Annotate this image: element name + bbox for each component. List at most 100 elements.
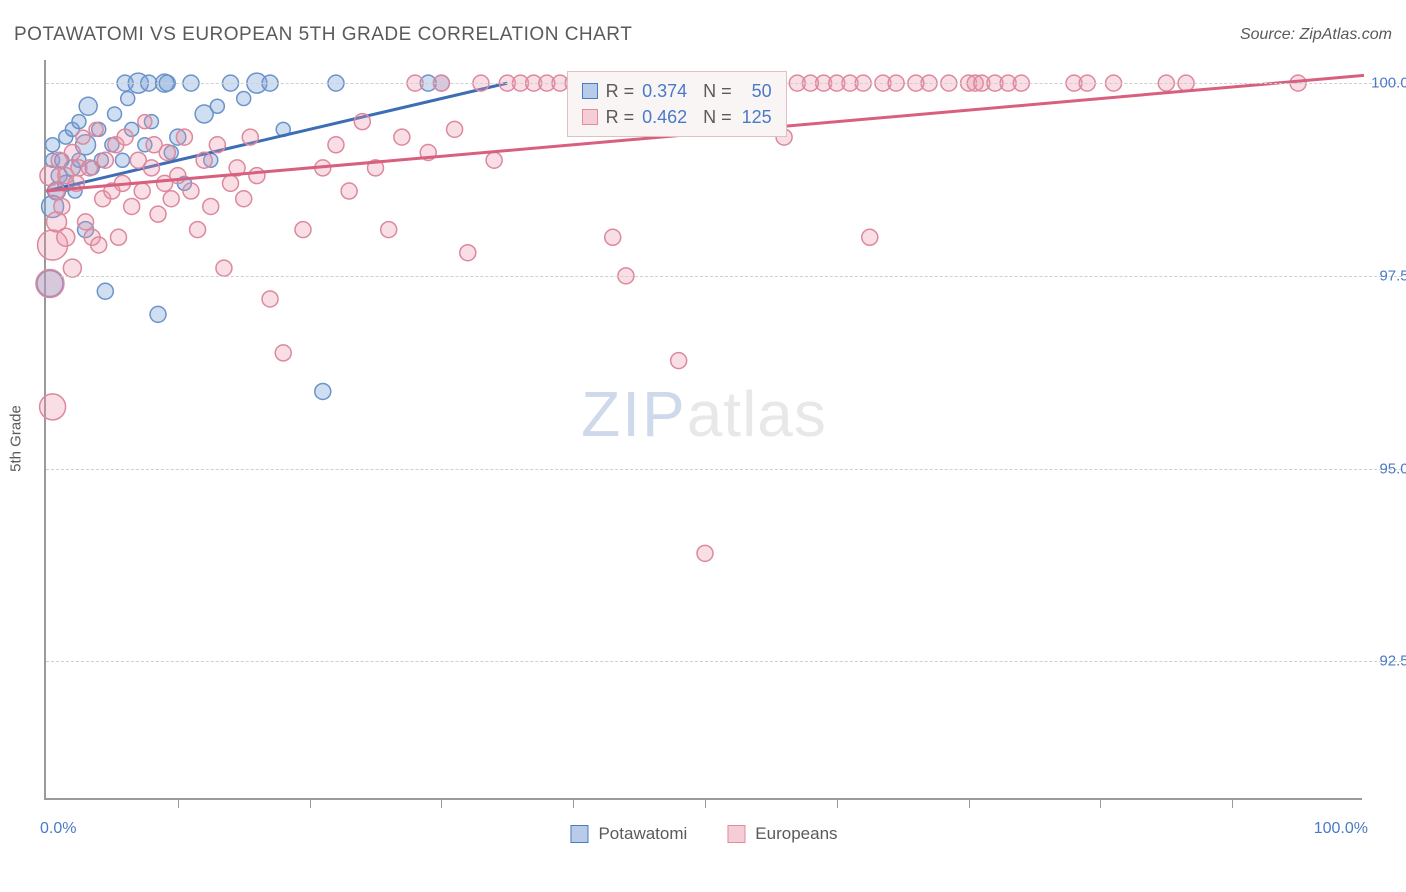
x-tick (310, 798, 311, 808)
scatter-point (697, 545, 713, 561)
scatter-point (341, 183, 357, 199)
scatter-point (394, 129, 410, 145)
x-min-label: 0.0% (40, 820, 76, 838)
scatter-point (76, 130, 90, 144)
chart-title: POTAWATOMI VS EUROPEAN 5TH GRADE CORRELA… (14, 24, 632, 46)
scatter-point (159, 145, 175, 161)
stat-r-value: 0.462 (642, 107, 687, 128)
scatter-point (124, 198, 140, 214)
correlation-statbox: R = 0.374 N = 50 R = 0.462 N = 125 (567, 71, 787, 137)
scatter-svg (46, 60, 1362, 798)
scatter-point (671, 353, 687, 369)
scatter-point (108, 107, 122, 121)
scatter-point (150, 306, 166, 322)
x-tick (705, 798, 706, 808)
stat-r-label: R = (606, 107, 635, 128)
source-attribution: Source: ZipAtlas.com (1240, 26, 1392, 44)
x-max-label: 100.0% (1314, 820, 1368, 838)
x-tick (1100, 798, 1101, 808)
gridline (46, 661, 1402, 662)
scatter-point (328, 137, 344, 153)
scatter-point (97, 152, 113, 168)
y-tick-label: 100.0% (1367, 75, 1406, 92)
scatter-point (115, 153, 129, 167)
x-tick (441, 798, 442, 808)
scatter-point (862, 229, 878, 245)
scatter-point (78, 214, 94, 230)
gridline (46, 469, 1402, 470)
scatter-point (134, 183, 150, 199)
header-bar: POTAWATOMI VS EUROPEAN 5TH GRADE CORRELA… (14, 20, 1392, 50)
scatter-point (249, 168, 265, 184)
statbox-swatch (582, 83, 598, 99)
scatter-point (89, 122, 103, 136)
scatter-point (223, 175, 239, 191)
stat-n-label: N = (703, 107, 732, 128)
scatter-point (210, 99, 224, 113)
scatter-point (163, 191, 179, 207)
scatter-point (63, 259, 81, 277)
scatter-point (57, 228, 75, 246)
x-tick (573, 798, 574, 808)
scatter-point (236, 191, 252, 207)
scatter-point (242, 129, 258, 145)
scatter-point (40, 394, 66, 420)
x-tick (178, 798, 179, 808)
scatter-point (150, 206, 166, 222)
scatter-point (196, 152, 212, 168)
statbox-swatch (582, 109, 598, 125)
scatter-point (262, 291, 278, 307)
scatter-point (121, 92, 135, 106)
scatter-point (64, 145, 80, 161)
scatter-point (36, 270, 64, 298)
legend-label: Potawatomi (598, 824, 687, 844)
scatter-point (209, 137, 225, 153)
scatter-point (460, 245, 476, 261)
scatter-point (91, 237, 107, 253)
scatter-point (143, 160, 159, 176)
gridline (46, 276, 1402, 277)
legend-swatch (727, 825, 745, 843)
scatter-point (486, 152, 502, 168)
scatter-point (46, 138, 60, 152)
legend-item: Europeans (727, 824, 837, 844)
statbox-row: R = 0.462 N = 125 (582, 104, 772, 130)
scatter-point (381, 222, 397, 238)
legend-item: Potawatomi (570, 824, 687, 844)
scatter-point (203, 198, 219, 214)
stat-n-value: 125 (740, 107, 772, 128)
x-tick (969, 798, 970, 808)
stat-r-label: R = (606, 81, 635, 102)
scatter-point (190, 222, 206, 238)
scatter-point (54, 198, 70, 214)
x-tick (837, 798, 838, 808)
scatter-point (176, 129, 192, 145)
scatter-point (315, 383, 331, 399)
y-tick-label: 92.5% (1367, 653, 1406, 670)
scatter-point (183, 183, 199, 199)
scatter-point (72, 115, 86, 129)
legend-label: Europeans (755, 824, 837, 844)
plot-area: ZIPatlas R =0.374N =50R =0.462N =125 Pot… (44, 60, 1362, 800)
scatter-point (605, 229, 621, 245)
statbox-row: R = 0.374 N = 50 (582, 78, 772, 104)
legend-swatch (570, 825, 588, 843)
scatter-point (354, 114, 370, 130)
legend: Potawatomi Europeans (570, 824, 837, 844)
scatter-point (275, 345, 291, 361)
x-tick (1232, 798, 1233, 808)
stat-n-label: N = (703, 81, 732, 102)
stat-n-value: 50 (740, 81, 772, 102)
y-tick-label: 95.0% (1367, 460, 1406, 477)
scatter-point (117, 129, 133, 145)
scatter-point (110, 229, 126, 245)
scatter-point (237, 92, 251, 106)
y-axis-label: 5th Grade (8, 405, 25, 472)
chart-container: POTAWATOMI VS EUROPEAN 5TH GRADE CORRELA… (0, 0, 1406, 892)
scatter-point (138, 115, 152, 129)
scatter-point (79, 97, 97, 115)
stat-r-value: 0.374 (642, 81, 687, 102)
scatter-point (295, 222, 311, 238)
y-tick-label: 97.5% (1367, 267, 1406, 284)
scatter-point (97, 283, 113, 299)
